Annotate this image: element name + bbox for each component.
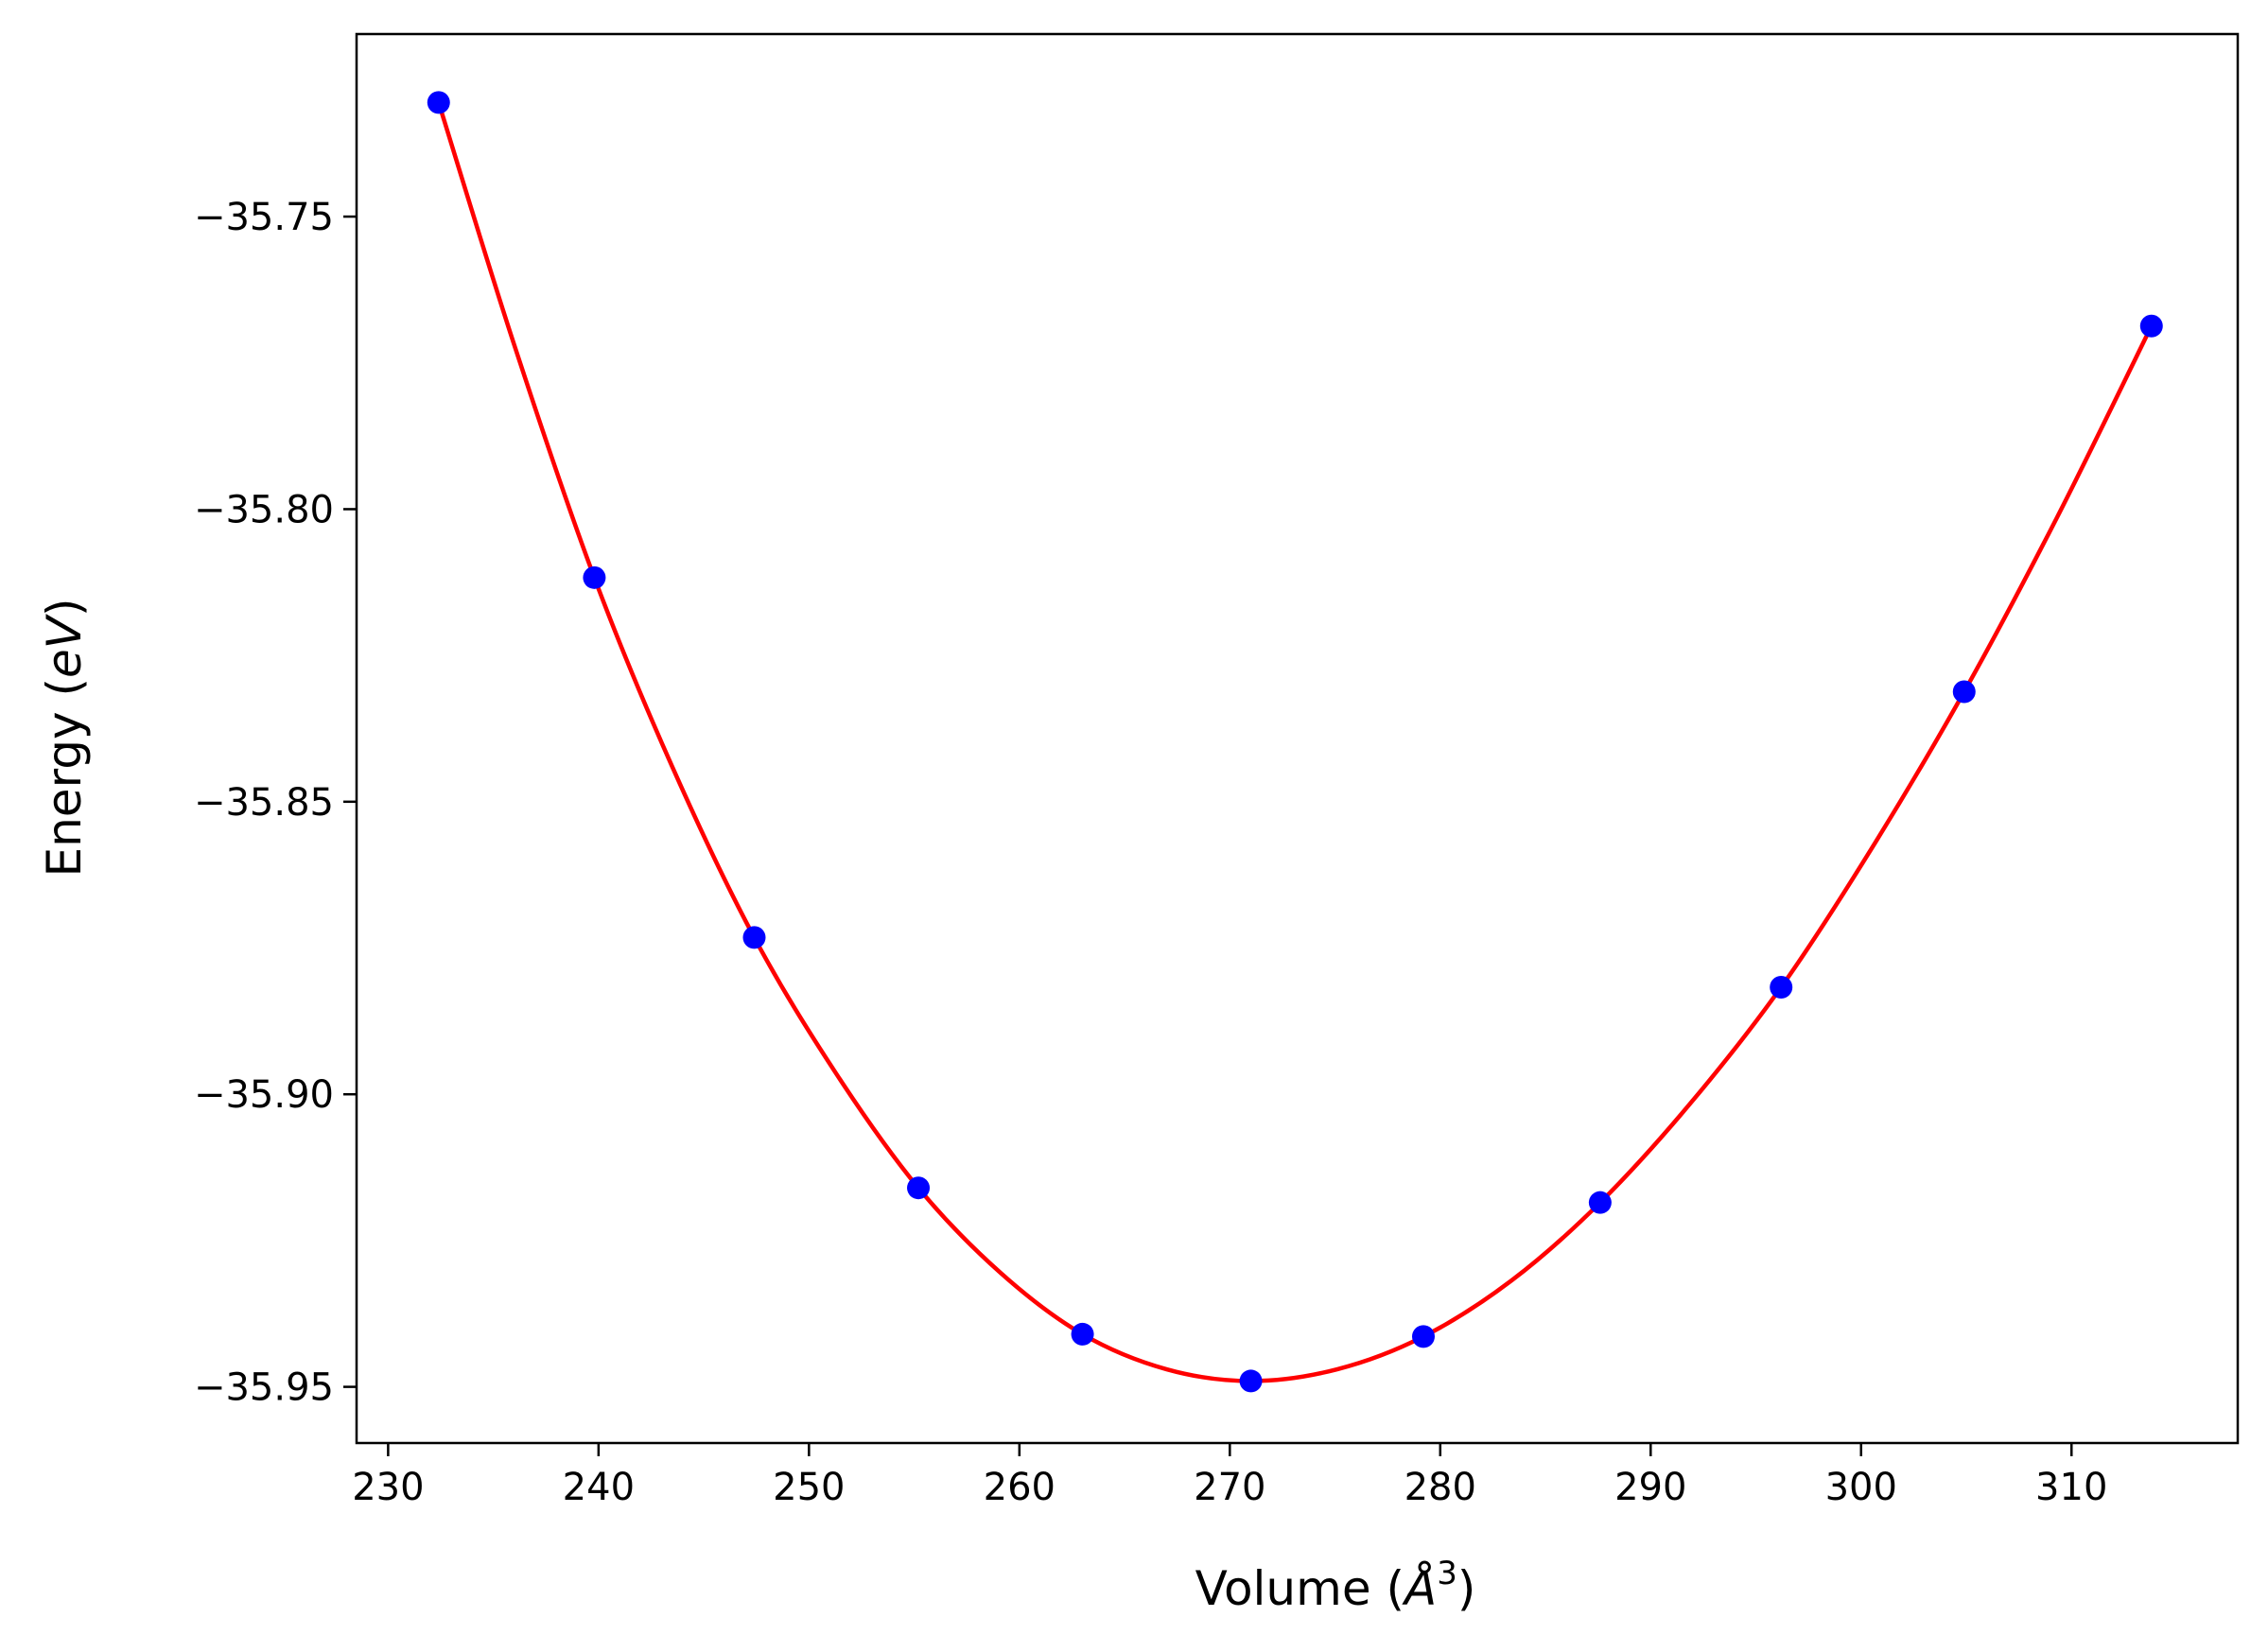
x-axis-label: Volume (Å3) [1195, 1555, 1476, 1616]
fit-curve-layer [436, 101, 2154, 1383]
fit-curve-line [436, 101, 2154, 1383]
x-tick-label: 310 [2035, 1466, 2107, 1509]
x-tick-label: 250 [773, 1466, 845, 1509]
data-point [1071, 1322, 1094, 1346]
data-point [1770, 975, 1793, 999]
x-axis-ticks: 230 240 250 260 270 280 290 300 310 [352, 1443, 2107, 1509]
y-tick-label: −35.85 [194, 781, 334, 825]
y-tick-label: −35.80 [194, 488, 334, 531]
data-point [1588, 1191, 1612, 1214]
x-tick-label: 240 [563, 1466, 635, 1509]
x-tick-label: 300 [1825, 1466, 1897, 1509]
data-point [1411, 1325, 1435, 1348]
y-tick-label: −35.75 [194, 196, 334, 239]
data-point [1952, 680, 1976, 704]
data-point [427, 91, 450, 114]
y-axis-ticks: −35.75 −35.80 −35.85 −35.90 −35.95 [194, 196, 357, 1410]
data-point [2139, 314, 2163, 338]
x-tick-label: 290 [1614, 1466, 1686, 1509]
x-tick-label: 260 [984, 1466, 1055, 1509]
plot-frame [355, 32, 2240, 1445]
data-points-layer [427, 91, 2163, 1393]
plot-area [357, 34, 2238, 1443]
x-tick-label: 230 [352, 1466, 424, 1509]
data-point [1239, 1369, 1263, 1393]
data-point [583, 565, 606, 589]
data-point [907, 1176, 931, 1200]
y-tick-label: −35.90 [194, 1073, 334, 1117]
y-tick-label: −35.95 [194, 1366, 334, 1410]
data-point [742, 926, 766, 949]
x-tick-label: 270 [1194, 1466, 1265, 1509]
y-axis-label: Energy (eV) [37, 599, 92, 878]
x-tick-label: 280 [1404, 1466, 1476, 1509]
